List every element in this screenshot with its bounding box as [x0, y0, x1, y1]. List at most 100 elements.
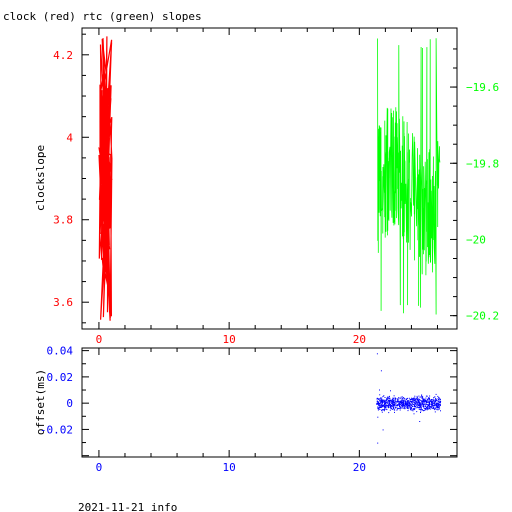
offset-point	[406, 406, 408, 408]
offset-point	[388, 401, 390, 403]
offset-point	[378, 398, 380, 400]
offset-point	[414, 409, 416, 411]
offset-point	[388, 404, 390, 406]
offset-point	[425, 399, 427, 401]
offset-point	[415, 400, 417, 402]
offset-point	[414, 405, 415, 407]
offset-point	[381, 397, 383, 399]
offset-point	[392, 400, 394, 402]
offset-point	[389, 395, 390, 397]
offset-point	[409, 406, 411, 408]
offset-point	[427, 407, 429, 409]
offset-point	[437, 402, 439, 404]
offset-point	[439, 398, 441, 400]
offset-point	[412, 409, 414, 411]
offset-point	[421, 394, 423, 396]
offset-point	[416, 395, 418, 397]
offset-point	[378, 403, 380, 405]
offset-point	[407, 404, 409, 406]
offset-point	[412, 404, 414, 405]
offset-point	[401, 407, 403, 409]
offset-point	[439, 403, 441, 405]
offset-point	[380, 398, 382, 400]
offset-point	[384, 405, 386, 407]
offset-point	[420, 410, 422, 412]
offset-point	[402, 405, 404, 407]
offset-point	[389, 406, 391, 408]
offset-point	[397, 398, 399, 400]
offset-point	[388, 412, 390, 414]
offset-point	[389, 409, 391, 411]
offset-point	[416, 405, 418, 407]
offset-point	[398, 398, 400, 400]
offset-point	[402, 399, 404, 401]
offset-point	[396, 409, 398, 411]
offset-point	[413, 401, 415, 403]
offset-point	[390, 405, 392, 407]
y-tick-label: 3.6	[53, 296, 73, 309]
offset-point	[385, 400, 387, 402]
offset-point	[394, 399, 396, 401]
offset-point	[409, 403, 411, 405]
offset-point	[414, 399, 416, 401]
offset-point	[393, 399, 395, 401]
offset-point	[420, 408, 422, 410]
offset-point	[410, 404, 412, 406]
offset-point	[381, 410, 383, 412]
offset-point	[409, 402, 411, 404]
offset-point	[377, 406, 379, 408]
offset-point	[376, 398, 378, 400]
offset-point	[415, 398, 417, 400]
offset-point	[410, 408, 412, 410]
offset-point	[416, 411, 418, 413]
offset-point	[391, 402, 393, 404]
footer-caption: 2021-11-21 info	[78, 501, 177, 512]
offset-point	[404, 407, 406, 408]
offset-point	[427, 398, 429, 400]
offset-point	[420, 407, 422, 409]
offset-point	[431, 400, 433, 402]
offset-point	[405, 402, 407, 404]
offset-point	[402, 398, 403, 400]
offset-point	[397, 400, 399, 402]
offset-point	[389, 401, 391, 403]
offset-point	[413, 408, 415, 410]
offset-point	[399, 405, 401, 407]
offset-point	[385, 406, 387, 408]
offset-point	[393, 401, 395, 403]
offset-point	[437, 400, 439, 402]
offset-point	[436, 405, 438, 407]
offset-point	[426, 404, 428, 406]
offset-point	[408, 408, 410, 410]
offset-point	[410, 402, 412, 404]
offset-point	[394, 407, 396, 409]
offset-point	[417, 401, 419, 402]
offset-point	[388, 396, 390, 398]
offset-point	[433, 407, 434, 409]
offset-point	[411, 401, 413, 403]
offset-point	[381, 400, 383, 402]
offset-point	[419, 399, 421, 401]
offset-point	[418, 395, 420, 397]
offset-point	[434, 404, 436, 405]
offset-point	[409, 405, 410, 407]
offset-point	[405, 405, 407, 407]
offset-point	[425, 403, 427, 405]
offset-point	[387, 404, 389, 406]
offset-point	[418, 402, 420, 404]
offset-point	[415, 404, 417, 406]
offset-point	[437, 406, 439, 408]
offset-point	[399, 409, 401, 411]
y-tick-label: 4	[66, 131, 73, 144]
offset-point	[408, 402, 410, 404]
offset-point	[422, 405, 424, 407]
offset-point	[429, 395, 431, 397]
offset-point	[378, 403, 379, 405]
offset-point	[397, 404, 399, 406]
offset-point	[396, 407, 398, 409]
offset-point	[403, 397, 405, 399]
x-tick-label: 20	[353, 333, 366, 346]
offset-point	[428, 405, 430, 407]
offset-point	[434, 409, 436, 411]
offset-point	[435, 405, 437, 407]
